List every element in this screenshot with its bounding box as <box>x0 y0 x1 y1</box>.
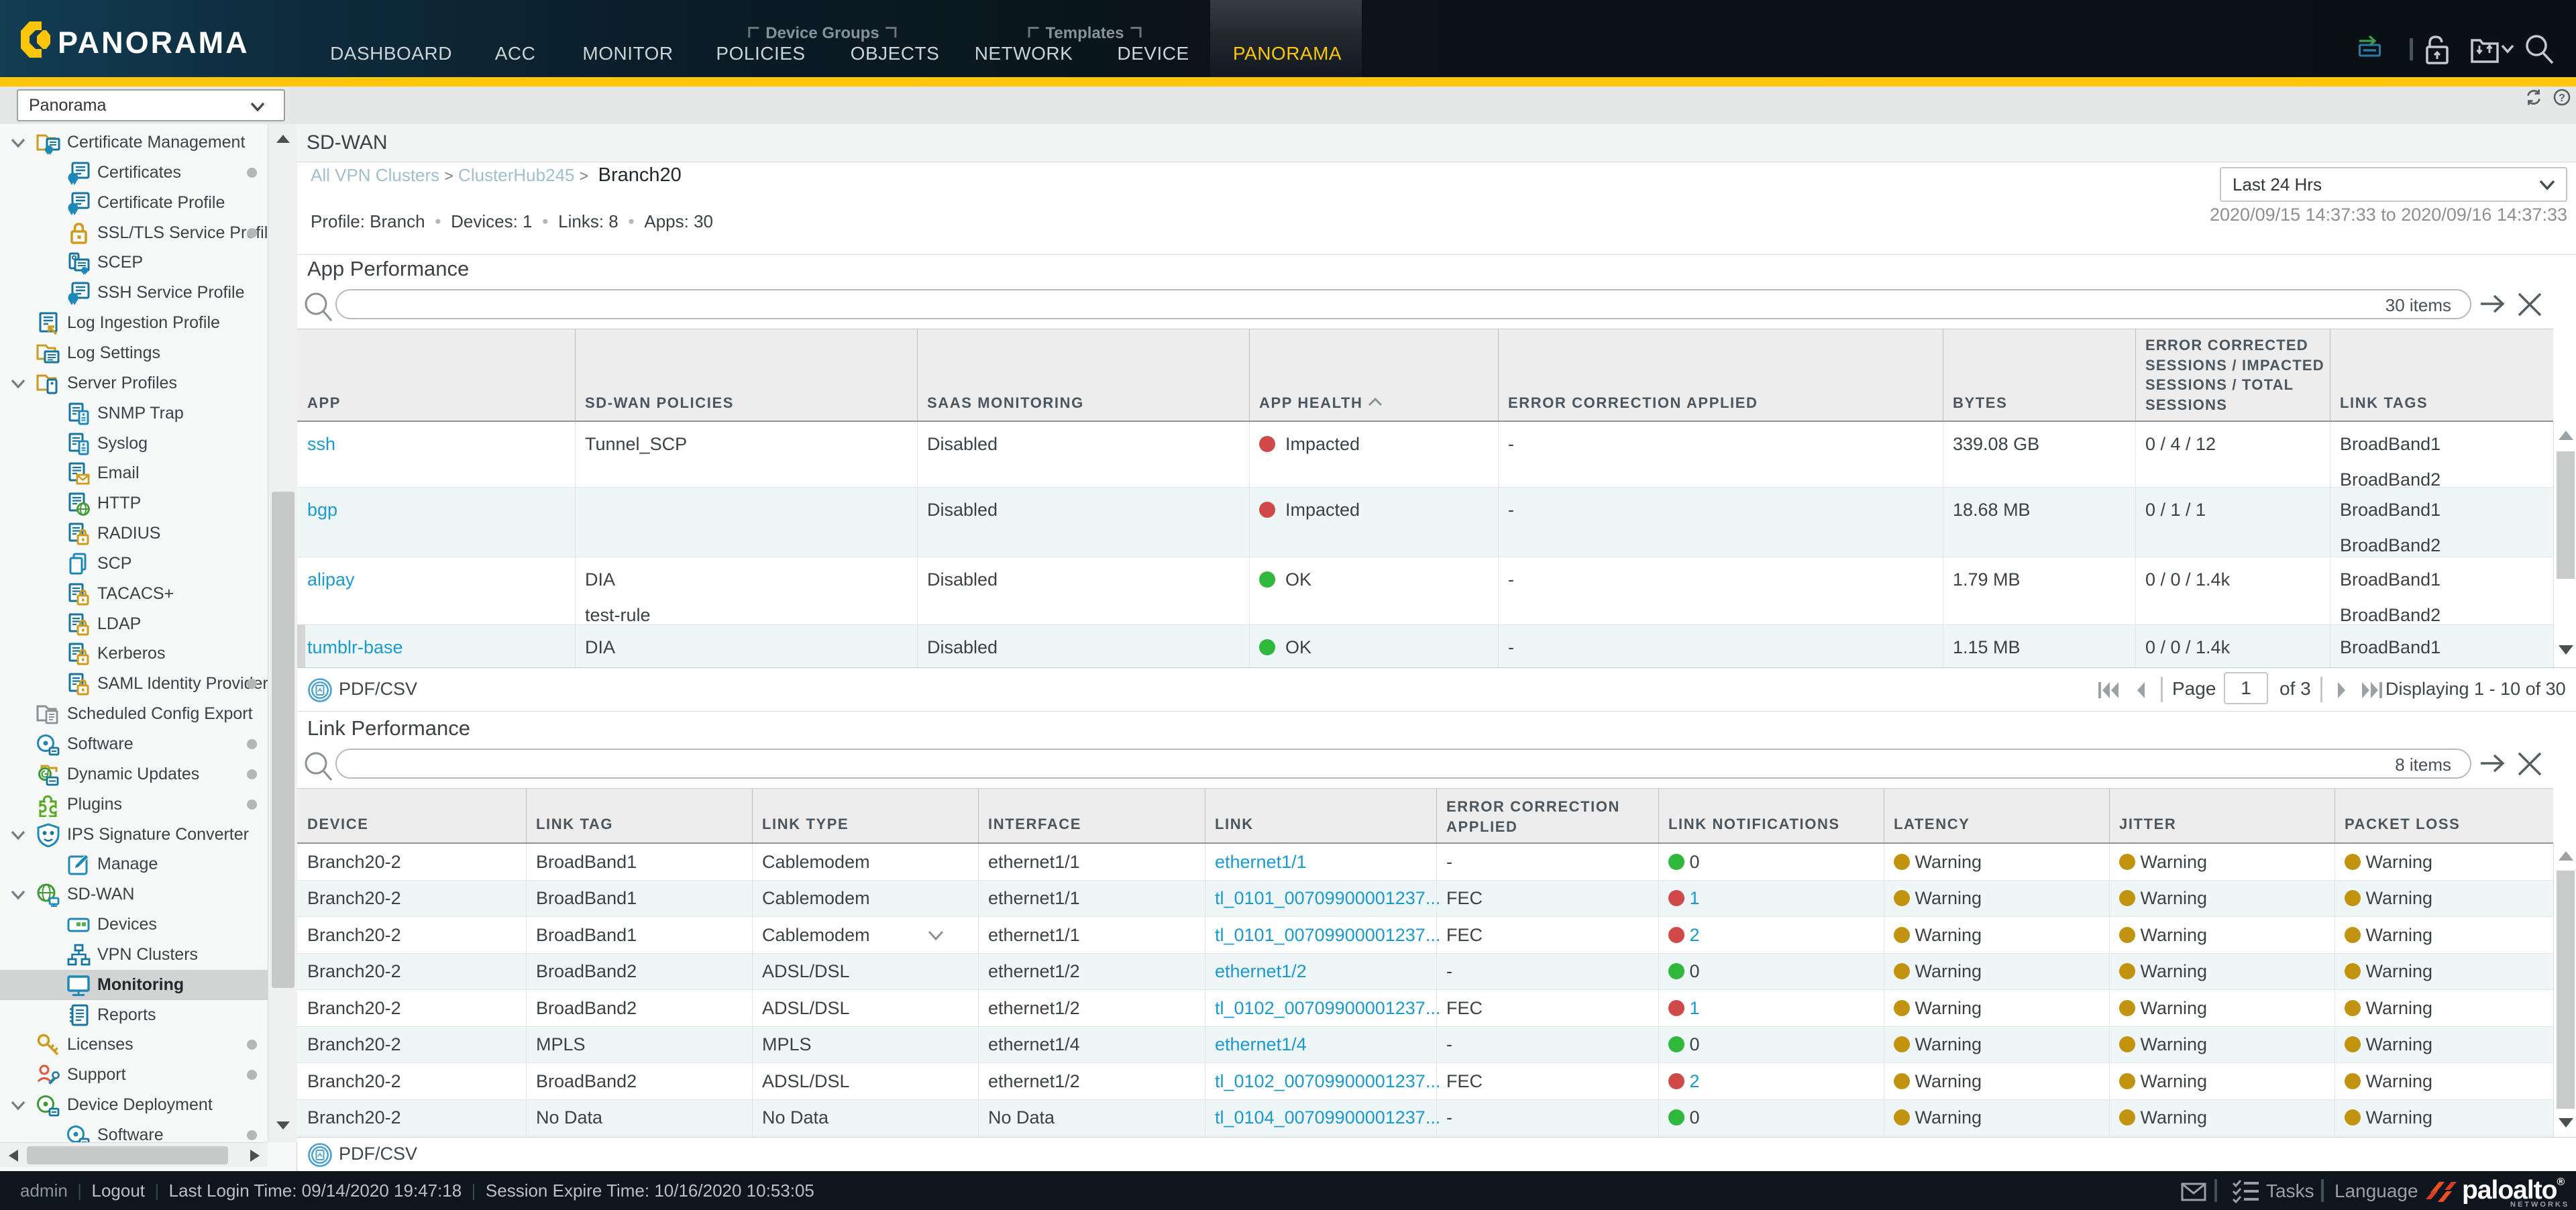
svg-text:?: ? <box>2559 93 2565 104</box>
